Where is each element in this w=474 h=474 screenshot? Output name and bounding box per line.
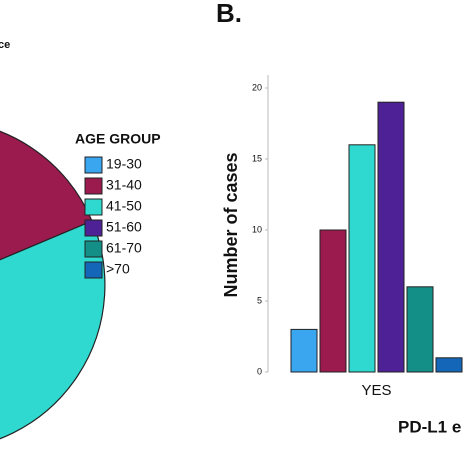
- legend-swatch: [84, 177, 103, 195]
- legend-label: 31-40: [106, 177, 142, 193]
- bar: [290, 328, 318, 373]
- y-tick-label: 15: [252, 153, 262, 163]
- legend-label: 19-30: [106, 156, 142, 172]
- legend-title: AGE GROUP: [75, 131, 161, 147]
- bar: [435, 357, 463, 373]
- legend-swatch: [84, 261, 103, 279]
- legend-swatch: [84, 240, 103, 258]
- x-axis-label: PD-L1 e: [398, 417, 461, 436]
- chart-title: ce: [0, 39, 10, 51]
- legend-label: >70: [106, 261, 130, 277]
- legend-label: 61-70: [106, 240, 142, 256]
- bar: [406, 286, 434, 373]
- legend-swatch: [84, 198, 103, 216]
- panel-label: B.: [216, 0, 242, 28]
- bar: [377, 101, 405, 373]
- y-tick-label: 10: [252, 224, 262, 234]
- y-tick-label: 20: [252, 82, 262, 92]
- x-tick-label: YES: [361, 382, 391, 399]
- bar: [348, 144, 376, 373]
- y-tick-label: 5: [257, 295, 262, 305]
- pie-wedge: [0, 130, 93, 261]
- legend-label: 51-60: [106, 219, 142, 235]
- y-tick-label: 0: [257, 366, 262, 376]
- legend-swatch: [84, 219, 103, 237]
- pie-wedge: [0, 220, 106, 440]
- legend-swatch: [84, 156, 103, 174]
- y-axis-label: Number of cases: [221, 152, 241, 297]
- legend-label: 41-50: [106, 198, 142, 214]
- bar: [319, 229, 347, 373]
